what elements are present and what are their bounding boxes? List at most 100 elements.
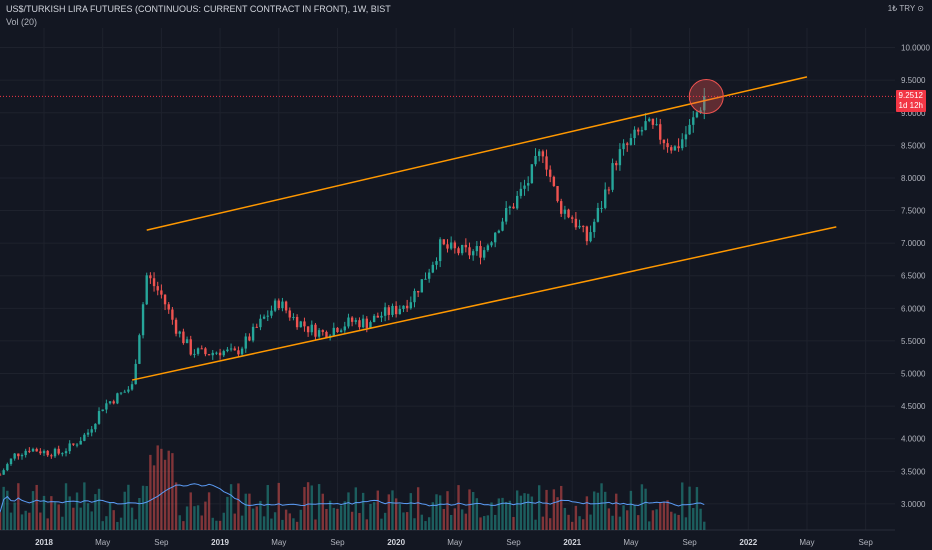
volume-bar bbox=[160, 448, 163, 530]
volume-bar bbox=[343, 501, 346, 530]
candle-body bbox=[703, 96, 706, 111]
candle-body bbox=[438, 239, 442, 262]
candle-body bbox=[527, 183, 530, 186]
candle-body bbox=[475, 246, 479, 252]
x-tick-label: May bbox=[95, 538, 110, 547]
volume-bar bbox=[211, 517, 214, 530]
candle-body bbox=[248, 336, 251, 341]
volume-bar bbox=[123, 491, 126, 530]
candle-body bbox=[530, 164, 534, 184]
volume-bar bbox=[516, 490, 519, 530]
volume-bar bbox=[116, 521, 119, 530]
candle-body bbox=[361, 318, 365, 328]
candle-body bbox=[244, 336, 247, 349]
volume-bar bbox=[607, 508, 611, 530]
volume-bar bbox=[527, 493, 530, 530]
volume-bar bbox=[9, 512, 13, 530]
volume-bar bbox=[196, 505, 200, 530]
volume-bar bbox=[178, 515, 181, 530]
candle-body bbox=[42, 450, 46, 454]
candle-body bbox=[626, 143, 629, 145]
candle-body bbox=[156, 286, 159, 291]
y-tick-label: 10.0000 bbox=[901, 44, 930, 53]
candle-body bbox=[629, 138, 633, 145]
volume-bar bbox=[560, 485, 563, 530]
candle-body bbox=[578, 225, 581, 228]
candle-body bbox=[677, 146, 680, 149]
volume-bar bbox=[567, 514, 570, 530]
candle-body bbox=[347, 317, 350, 327]
candle-body bbox=[644, 121, 647, 131]
volume-bar bbox=[615, 493, 618, 530]
x-tick-label: Sep bbox=[330, 538, 345, 547]
y-tick-label: 3.5000 bbox=[901, 467, 926, 476]
candle-body bbox=[446, 244, 449, 249]
volume-bar bbox=[637, 515, 640, 530]
volume-bar bbox=[332, 507, 335, 530]
volume-bar bbox=[240, 515, 244, 530]
currency-selector[interactable]: 1₺ TRY ⊙ bbox=[887, 4, 924, 13]
volume-bar bbox=[493, 514, 497, 530]
volume-bar bbox=[6, 490, 9, 530]
candle-body bbox=[277, 300, 280, 309]
volume-bar bbox=[699, 508, 702, 530]
volume-bar bbox=[358, 513, 361, 530]
volume-bar bbox=[519, 495, 523, 530]
candle-body bbox=[292, 316, 295, 318]
volume-bar bbox=[372, 502, 376, 530]
volume-bar bbox=[90, 511, 93, 530]
volume-bar bbox=[593, 491, 596, 530]
volume-bar bbox=[119, 517, 123, 530]
candle-body bbox=[416, 290, 420, 293]
candle-body bbox=[196, 348, 200, 354]
candle-body bbox=[464, 244, 468, 248]
highlight-circle bbox=[688, 78, 724, 114]
volume-bar bbox=[233, 513, 236, 530]
candle-body bbox=[402, 305, 405, 309]
candle-body bbox=[563, 209, 567, 214]
candle-body bbox=[262, 316, 266, 319]
volume-bar bbox=[648, 521, 651, 530]
volume-bar bbox=[299, 509, 302, 530]
volume-bar bbox=[255, 506, 258, 530]
candle-body bbox=[343, 326, 346, 331]
volume-bar bbox=[427, 517, 431, 530]
volume-bar bbox=[688, 486, 691, 530]
candle-body bbox=[486, 245, 490, 251]
volume-bar bbox=[659, 502, 662, 530]
volume-indicator-label[interactable]: Vol (20) bbox=[6, 17, 38, 27]
volume-bar bbox=[185, 506, 189, 530]
volume-bar bbox=[171, 453, 174, 530]
candle-body bbox=[2, 470, 5, 475]
candle-body bbox=[409, 302, 413, 309]
candle-body bbox=[504, 208, 508, 222]
candle-body bbox=[380, 315, 383, 318]
candle-body bbox=[611, 163, 614, 190]
volume-bar bbox=[262, 516, 266, 530]
volume-bar bbox=[549, 518, 552, 530]
candle-body bbox=[310, 324, 313, 333]
candle-body bbox=[61, 453, 64, 455]
volume-bar bbox=[163, 459, 167, 530]
volume-bar bbox=[288, 513, 291, 530]
candle-body bbox=[182, 331, 185, 344]
candle-body bbox=[108, 401, 112, 404]
volume-bar bbox=[677, 514, 680, 530]
candle-body bbox=[567, 209, 570, 218]
volume-bar bbox=[622, 505, 625, 530]
x-tick-label: 2018 bbox=[35, 538, 53, 547]
volume-bar bbox=[266, 485, 269, 530]
volume-bar bbox=[204, 501, 207, 530]
candle-body bbox=[618, 149, 622, 166]
volume-bar bbox=[259, 500, 262, 530]
volume-bar bbox=[666, 500, 669, 530]
volume-bar bbox=[695, 487, 699, 530]
volume-bar bbox=[571, 521, 574, 530]
candle-body bbox=[593, 221, 596, 233]
candle-body bbox=[57, 448, 60, 454]
y-tick-label: 7.5000 bbox=[901, 207, 926, 216]
candle-body bbox=[101, 409, 104, 412]
x-tick-label: Sep bbox=[859, 538, 874, 547]
volume-bar bbox=[229, 484, 233, 530]
